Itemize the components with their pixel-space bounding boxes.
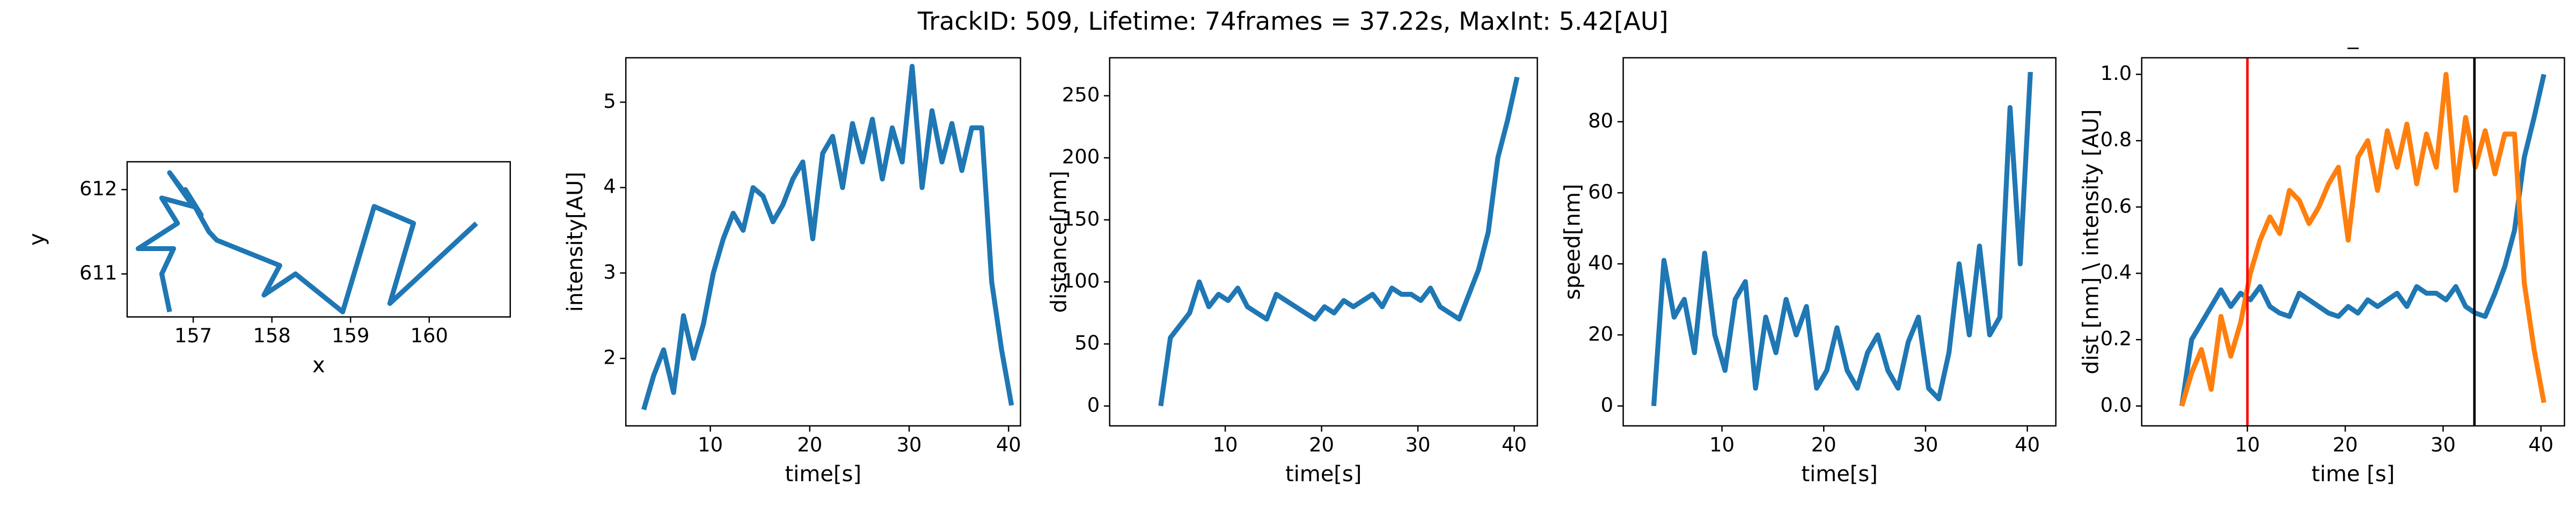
x-tick-label: 160	[411, 324, 448, 347]
x-axis-label: time [s]	[2311, 462, 2395, 487]
y-tick-label: 3	[603, 260, 616, 283]
x-tick-label: 10	[1709, 433, 1735, 456]
y-tick-label: 50	[1074, 332, 1100, 355]
y-tick-label: 250	[1062, 83, 1100, 106]
x-tick-label: 40	[2015, 433, 2040, 456]
y-tick-label: 0.0	[2101, 393, 2132, 416]
x-tick-label: 20	[1309, 433, 1334, 456]
y-tick-label: 612	[79, 177, 117, 200]
y-axis-label: speed[nm]	[1560, 184, 1585, 300]
y-tick-label: 60	[1588, 180, 1613, 203]
axes-frame	[1622, 57, 2057, 427]
y-tick-label: 0.8	[2101, 128, 2132, 151]
x-tick-label: 40	[996, 433, 1021, 456]
y-axis-label: distance[nm]	[1046, 171, 1071, 313]
data-line	[1158, 76, 1520, 407]
data-line	[2179, 73, 2546, 407]
y-tick-label: 80	[1588, 109, 1613, 132]
y-tick-label: 40	[1588, 251, 1613, 274]
y-tick-label: 611	[79, 261, 117, 284]
x-axis-label: time[s]	[1285, 462, 1362, 487]
x-tick-label: 40	[1502, 433, 1527, 456]
y-tick-label: 150	[1062, 207, 1100, 230]
x-tick-label: 40	[2528, 433, 2553, 456]
data-line	[1651, 71, 2033, 407]
axes-frame	[126, 161, 511, 318]
data-line	[135, 170, 478, 314]
y-tick-label: 100	[1062, 269, 1100, 292]
axes-title: _	[2347, 25, 2359, 49]
axes-frame	[2141, 57, 2565, 427]
x-tick-label: 158	[253, 324, 290, 347]
data-line	[641, 63, 1014, 410]
x-axis-label: x	[312, 353, 325, 378]
x-tick-label: 159	[332, 324, 369, 347]
y-tick-label: 5	[603, 90, 616, 113]
x-tick-label: 20	[2333, 433, 2358, 456]
axes-frame	[1109, 57, 1538, 427]
x-tick-label: 10	[698, 433, 723, 456]
x-tick-label: 30	[897, 433, 922, 456]
y-axis-label: y	[25, 233, 49, 246]
x-axis-label: time[s]	[785, 462, 861, 487]
x-tick-label: 10	[1213, 433, 1238, 456]
y-tick-label: 4	[603, 175, 616, 198]
y-tick-label: 2	[603, 346, 616, 369]
x-tick-label: 10	[2235, 433, 2260, 456]
x-tick-label: 30	[2431, 433, 2456, 456]
data-line	[2179, 72, 2546, 407]
y-axis-label: dist [nm] \ intensity [AU]	[2079, 109, 2103, 374]
y-tick-label: 0.6	[2101, 194, 2132, 217]
y-axis-label: intensity[AU]	[563, 172, 588, 312]
y-tick-label: 20	[1588, 322, 1613, 345]
y-tick-label: 0	[1601, 393, 1613, 416]
y-tick-label: 0.4	[2101, 261, 2132, 284]
x-axis-label: time[s]	[1801, 462, 1877, 487]
y-tick-label: 0	[1087, 393, 1100, 416]
x-tick-label: 20	[1811, 433, 1836, 456]
figure-title: TrackID: 509, Lifetime: 74frames = 37.22…	[917, 7, 1668, 36]
y-tick-label: 1.0	[2101, 62, 2132, 85]
y-tick-label: 0.2	[2101, 327, 2132, 350]
x-tick-label: 20	[797, 433, 822, 456]
y-tick-label: 200	[1062, 145, 1100, 168]
axes-frame	[625, 57, 1021, 427]
x-tick-label: 157	[174, 324, 212, 347]
x-tick-label: 30	[1406, 433, 1431, 456]
x-tick-label: 30	[1913, 433, 1938, 456]
